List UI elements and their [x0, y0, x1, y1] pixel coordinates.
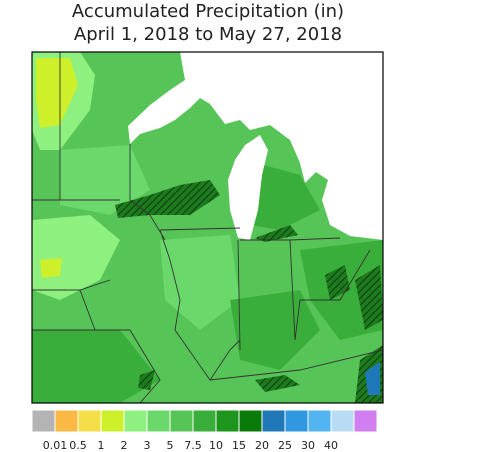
legend-swatch	[146, 409, 171, 433]
legend-label: 10	[209, 439, 223, 452]
legend-swatch	[330, 409, 355, 433]
legend-swatch	[215, 409, 240, 433]
legend-label: 7.5	[184, 439, 202, 452]
legend-label: 30	[301, 439, 315, 452]
legend-swatch	[284, 409, 309, 433]
legend-swatch	[77, 409, 102, 433]
legend-label: 3	[144, 439, 151, 452]
legend-label: 15	[232, 439, 246, 452]
legend-label: 2	[121, 439, 128, 452]
legend-swatch	[31, 409, 56, 433]
legend-swatch	[54, 409, 79, 433]
legend-label: 1	[98, 439, 105, 452]
legend-swatch	[192, 409, 217, 433]
legend-label: 20	[255, 439, 269, 452]
legend: 0.01 0.5 1 2 3 5 7.5 10 15 20 25 30 40	[31, 409, 378, 452]
legend-swatch	[307, 409, 332, 433]
legend-label: 25	[278, 439, 292, 452]
map-area	[31, 51, 384, 404]
legend-label: 5	[167, 439, 174, 452]
legend-swatch	[353, 409, 378, 433]
map-subtitle: April 1, 2018 to May 27, 2018	[74, 24, 342, 45]
legend-swatch	[100, 409, 125, 433]
map-title: Accumulated Precipitation (in)	[72, 1, 344, 22]
legend-label: 0.01	[43, 439, 68, 452]
legend-label: 40	[324, 439, 338, 452]
legend-swatch	[123, 409, 148, 433]
legend-swatch	[261, 409, 286, 433]
legend-swatch	[238, 409, 263, 433]
legend-label: 0.5	[69, 439, 87, 452]
legend-swatch	[169, 409, 194, 433]
